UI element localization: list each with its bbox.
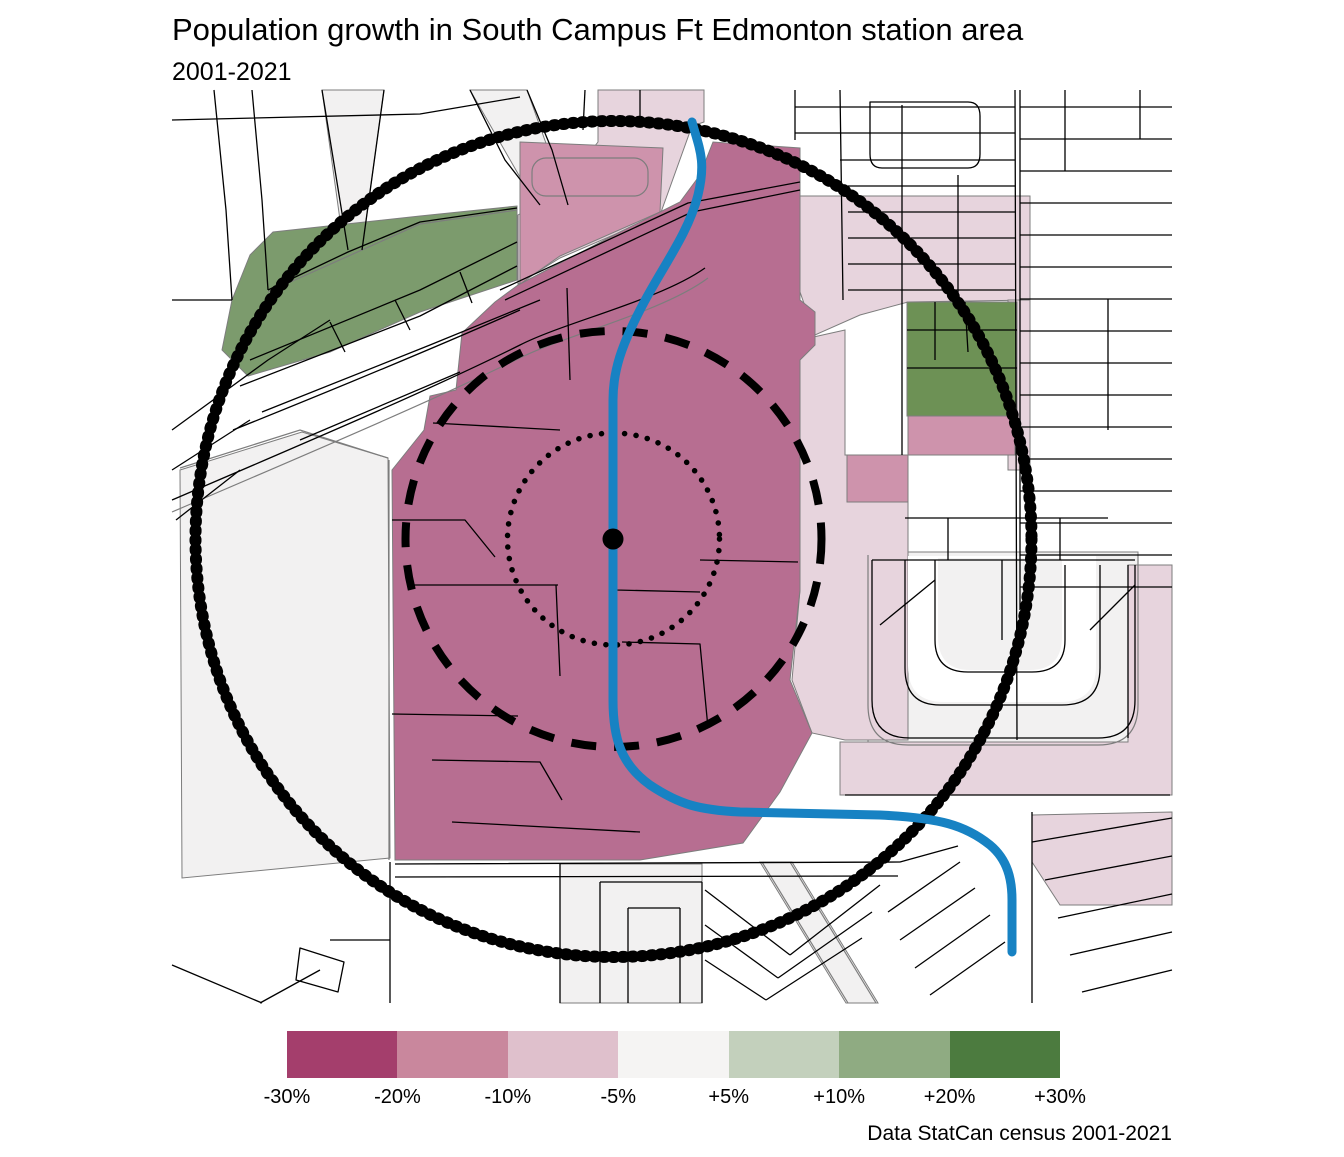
legend-tick-label: -30% <box>263 1086 311 1108</box>
legend-swatch <box>507 1031 619 1078</box>
legend-tick-label: +5% <box>708 1086 749 1108</box>
legend-tick-label: -20% <box>374 1086 421 1108</box>
legend-tick-label: +10% <box>813 1086 865 1108</box>
legend-swatch <box>839 1031 950 1078</box>
ring-middle-dashed <box>401 327 826 751</box>
legend-swatch <box>618 1031 729 1078</box>
lrt-line <box>608 117 1017 957</box>
region-moderate-decline-pink <box>519 141 1016 503</box>
legend-swatch <box>728 1031 840 1078</box>
legend-swatch <box>287 1031 398 1078</box>
page-subtitle: 2001-2021 <box>172 58 292 86</box>
ring-outer-bead-texture <box>189 115 1038 963</box>
legend-tick-labels: -30% -20% -10% -5% +5% +10% +20% +30% <box>0 1086 1344 1112</box>
region-core-decline-maroon <box>391 141 816 861</box>
legend-tick-label: +20% <box>923 1086 976 1108</box>
legend-tick-label: +30% <box>1034 1086 1086 1108</box>
station-marker <box>602 528 624 550</box>
legend-color-bar <box>287 1031 1060 1078</box>
legend-tick-label: -5% <box>600 1086 637 1108</box>
region-east-growth-green <box>906 301 1018 417</box>
legend-tick-label: -10% <box>484 1086 532 1108</box>
data-source-caption: Data StatCan census 2001-2021 <box>867 1122 1172 1145</box>
page-title: Population growth in South Campus Ft Edm… <box>172 12 1024 47</box>
legend-swatch <box>949 1031 1060 1078</box>
region-river-valley-green <box>221 205 518 377</box>
legend-swatch <box>397 1031 508 1078</box>
